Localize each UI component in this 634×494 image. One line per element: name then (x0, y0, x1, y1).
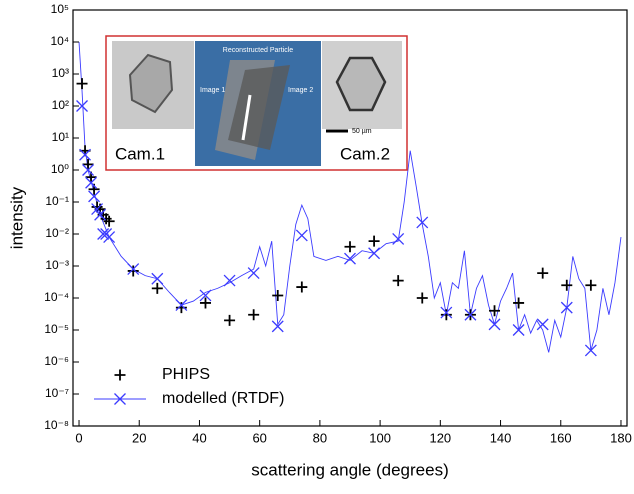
y-tick-label: 10¹ (52, 130, 69, 144)
marker (272, 289, 284, 301)
y-axis-label: intensity (7, 186, 26, 249)
marker (392, 275, 404, 287)
marker (585, 279, 597, 291)
marker (199, 289, 212, 302)
y-tick-label: 10⁰ (51, 162, 69, 176)
marker (560, 301, 573, 314)
x-tick-label: 140 (490, 430, 512, 445)
x-tick-label: 80 (313, 430, 327, 445)
marker (88, 190, 101, 203)
particle (241, 94, 252, 141)
inset-label: Image 2 (288, 87, 313, 94)
marker (440, 306, 453, 319)
y-tick-label: 10⁻² (45, 226, 69, 240)
marker (103, 231, 116, 244)
marker (82, 158, 94, 170)
y-tick-label: 10⁻⁸ (44, 418, 69, 432)
marker (85, 176, 98, 189)
marker (561, 279, 573, 291)
x-tick-label: 0 (75, 430, 82, 445)
marker (94, 208, 107, 221)
inset-label: 50 µm (352, 128, 372, 135)
marker (248, 309, 260, 321)
y-tick-label: 10⁻⁷ (45, 386, 69, 400)
marker (537, 267, 549, 279)
marker (295, 229, 308, 242)
legend-label: PHIPS (162, 366, 210, 383)
marker (512, 324, 525, 336)
inset-label: Cam.2 (340, 144, 390, 163)
marker (344, 241, 356, 253)
marker (368, 235, 380, 247)
x-tick-label: 100 (369, 430, 391, 445)
crystal (128, 53, 174, 114)
plot-frame (72, 9, 628, 427)
marker (76, 100, 88, 112)
x-tick-label: 160 (550, 430, 572, 445)
y-tick-label: 10⁵ (51, 2, 69, 16)
y-tick-label: 10³ (52, 66, 69, 80)
marker (440, 309, 452, 321)
x-tick-label: 60 (252, 430, 266, 445)
marker (97, 228, 110, 240)
x-axis-label: scattering angle (degrees) (251, 460, 449, 479)
marker (464, 308, 477, 321)
marker (489, 305, 501, 317)
marker (536, 318, 549, 331)
marker (392, 232, 405, 245)
y-tick-label: 10⁻¹ (45, 194, 69, 208)
marker (224, 314, 236, 326)
marker (247, 267, 260, 280)
inset-label: Cam.1 (115, 144, 165, 163)
x-tick-label: 180 (610, 430, 632, 445)
marker (151, 272, 164, 285)
marker (368, 247, 381, 260)
marker (175, 302, 187, 314)
marker (76, 78, 88, 90)
marker (127, 265, 139, 277)
y-tick-label: 10⁻⁴ (44, 290, 69, 304)
y-tick-label: 10⁻⁵ (44, 322, 69, 336)
marker (82, 164, 95, 176)
y-tick-label: 10⁻³ (45, 258, 69, 272)
y-tick-label: 10⁻⁶ (44, 354, 69, 368)
marker (416, 216, 429, 229)
marker (488, 318, 501, 331)
marker (114, 393, 126, 405)
marker (91, 203, 104, 216)
marker (175, 299, 188, 312)
marker (103, 215, 115, 227)
marker (271, 320, 284, 333)
marker (114, 369, 126, 381)
crystal (335, 56, 387, 112)
inset-label: Reconstructed Particle (223, 47, 294, 54)
marker (151, 282, 163, 294)
marker (344, 252, 356, 265)
inset: Cam.1 Cam.2 Reconstructed Particle Image… (105, 35, 408, 171)
y-tick-label: 10² (52, 98, 69, 112)
marker (223, 274, 236, 287)
marker (296, 281, 308, 293)
marker (127, 263, 140, 276)
marker (584, 344, 597, 357)
marker (513, 297, 525, 309)
x-tick-label: 20 (132, 430, 146, 445)
marker (79, 148, 92, 161)
legend-label: modelled (RTDF) (162, 390, 284, 407)
inset-label: Image 1 (200, 87, 225, 94)
x-tick-label: 40 (192, 430, 206, 445)
marker (199, 297, 211, 309)
marker (416, 292, 428, 304)
x-tick-label: 120 (429, 430, 451, 445)
y-tick-label: 10⁴ (50, 34, 69, 48)
